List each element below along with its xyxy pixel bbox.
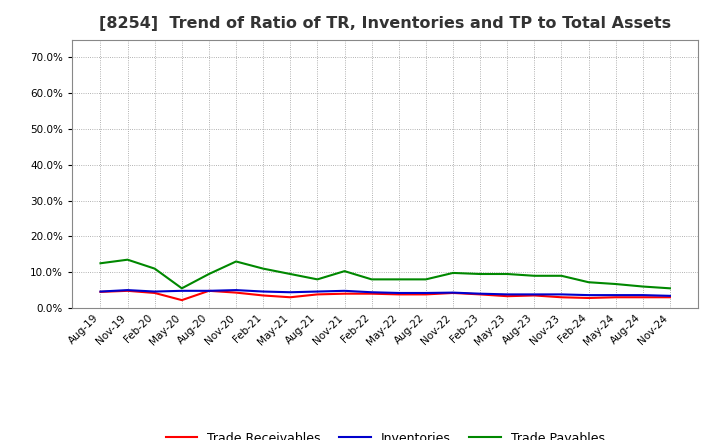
Trade Receivables	[286, 295, 294, 300]
Trade Receivables	[395, 292, 403, 297]
Trade Payables	[341, 268, 349, 274]
Inventories	[584, 293, 593, 298]
Trade Payables	[421, 277, 430, 282]
Inventories	[421, 290, 430, 296]
Trade Payables	[449, 270, 457, 275]
Trade Receivables	[204, 288, 213, 293]
Line: Trade Payables: Trade Payables	[101, 260, 670, 288]
Inventories	[341, 288, 349, 293]
Inventories	[286, 290, 294, 295]
Trade Receivables	[123, 288, 132, 293]
Line: Trade Receivables: Trade Receivables	[101, 291, 670, 300]
Inventories	[232, 287, 240, 293]
Trade Receivables	[313, 292, 322, 297]
Inventories	[178, 288, 186, 293]
Inventories	[123, 287, 132, 293]
Trade Payables	[639, 284, 647, 289]
Trade Receivables	[503, 293, 511, 299]
Inventories	[557, 292, 566, 297]
Trade Payables	[395, 277, 403, 282]
Trade Payables	[286, 271, 294, 277]
Trade Payables	[204, 271, 213, 277]
Trade Payables	[611, 282, 620, 287]
Inventories	[476, 291, 485, 296]
Trade Receivables	[150, 290, 159, 296]
Trade Receivables	[449, 290, 457, 296]
Inventories	[96, 289, 105, 294]
Trade Receivables	[584, 295, 593, 301]
Trade Receivables	[421, 292, 430, 297]
Trade Payables	[96, 260, 105, 266]
Trade Receivables	[530, 293, 539, 298]
Trade Receivables	[557, 295, 566, 300]
Trade Receivables	[232, 290, 240, 295]
Trade Receivables	[476, 292, 485, 297]
Inventories	[204, 288, 213, 293]
Legend: Trade Receivables, Inventories, Trade Payables: Trade Receivables, Inventories, Trade Pa…	[161, 427, 610, 440]
Trade Receivables	[341, 291, 349, 296]
Trade Payables	[367, 277, 376, 282]
Inventories	[313, 289, 322, 294]
Trade Receivables	[367, 291, 376, 296]
Trade Payables	[178, 286, 186, 291]
Inventories	[367, 290, 376, 295]
Title: [8254]  Trend of Ratio of TR, Inventories and TP to Total Assets: [8254] Trend of Ratio of TR, Inventories…	[99, 16, 671, 32]
Trade Payables	[503, 271, 511, 277]
Inventories	[665, 293, 674, 298]
Inventories	[449, 290, 457, 295]
Trade Payables	[665, 286, 674, 291]
Inventories	[259, 289, 268, 294]
Trade Payables	[259, 266, 268, 271]
Trade Receivables	[611, 295, 620, 300]
Trade Payables	[557, 273, 566, 279]
Trade Payables	[530, 273, 539, 279]
Trade Payables	[476, 271, 485, 277]
Trade Payables	[584, 279, 593, 285]
Inventories	[503, 292, 511, 297]
Trade Payables	[123, 257, 132, 262]
Trade Receivables	[96, 289, 105, 294]
Inventories	[611, 293, 620, 298]
Trade Receivables	[178, 297, 186, 303]
Trade Payables	[150, 266, 159, 271]
Trade Receivables	[665, 295, 674, 300]
Trade Receivables	[639, 295, 647, 300]
Inventories	[150, 289, 159, 294]
Inventories	[639, 293, 647, 298]
Inventories	[530, 292, 539, 297]
Trade Receivables	[259, 293, 268, 298]
Trade Payables	[232, 259, 240, 264]
Line: Inventories: Inventories	[101, 290, 670, 296]
Trade Payables	[313, 277, 322, 282]
Inventories	[395, 290, 403, 296]
